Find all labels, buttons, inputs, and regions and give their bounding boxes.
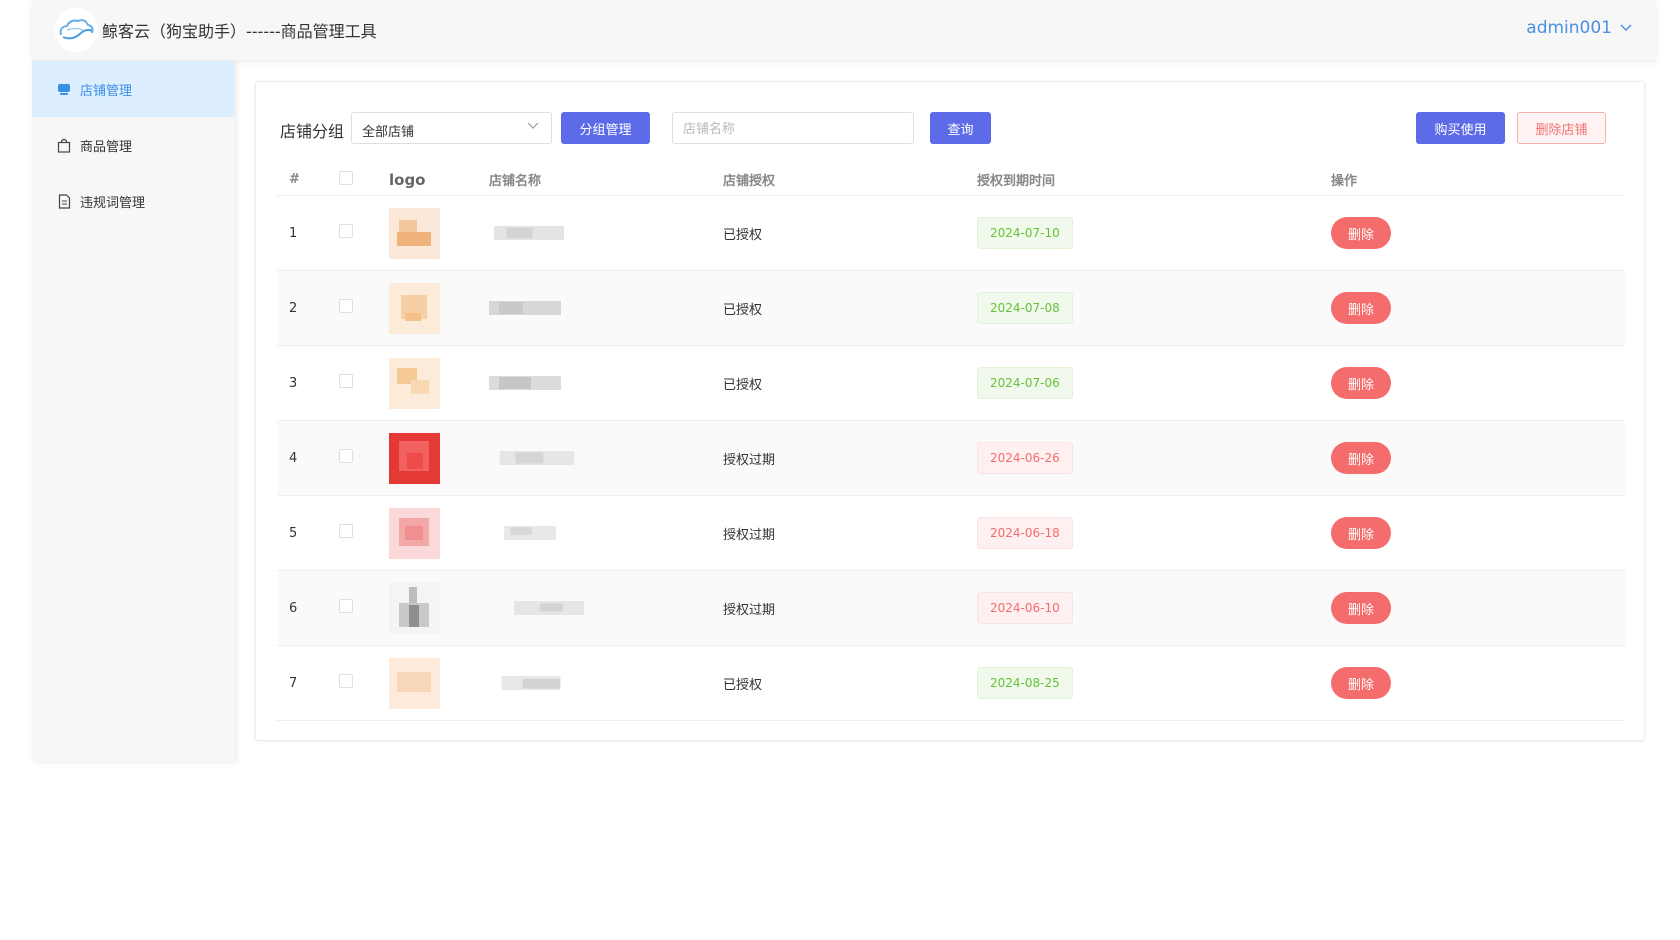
auth-status: 已授权: [723, 677, 763, 693]
expire-date-tag: 2024-07-08: [977, 292, 1073, 324]
shop-table: # logo 店铺名称 店铺授权 授权到期时间 操作 1 已授权 2024-07…: [277, 164, 1625, 721]
shop-name-blurred: [514, 601, 584, 615]
delete-button[interactable]: 删除: [1331, 217, 1391, 249]
shop-name-blurred: [489, 301, 561, 315]
column-header-shop-name: 店铺名称: [489, 174, 542, 189]
table-row: 3 已授权 2024-07-06 删除: [277, 346, 1625, 421]
store-icon: [56, 81, 72, 97]
auth-status: 已授权: [723, 377, 763, 393]
row-index: 6: [289, 600, 298, 616]
row-index: 4: [289, 450, 298, 466]
expire-date-tag: 2024-07-06: [977, 367, 1073, 399]
document-icon: [56, 193, 72, 209]
toolbar: 店铺分组 全部店铺 分组管理 查询 购买使用 删除店铺: [280, 112, 1620, 144]
row-index: 5: [289, 525, 298, 541]
table-row: 7 已授权 2024-08-25 删除: [277, 646, 1625, 721]
delete-shop-button[interactable]: 删除店铺: [1517, 112, 1606, 144]
shop-name-search-input[interactable]: [672, 112, 914, 144]
query-button[interactable]: 查询: [930, 112, 991, 144]
expire-date-tag: 2024-08-25: [977, 667, 1073, 699]
shop-logo-image: [389, 282, 440, 334]
shop-name-blurred: [494, 226, 564, 240]
delete-button[interactable]: 删除: [1331, 667, 1391, 699]
expire-date-tag: 2024-06-26: [977, 442, 1073, 474]
cloud-logo-icon: [59, 19, 94, 40]
shop-logo-image: [389, 357, 440, 409]
delete-button[interactable]: 删除: [1331, 367, 1391, 399]
shopping-bag-icon: [56, 137, 72, 153]
auth-status: 授权过期: [723, 452, 776, 468]
sidebar-item-label: 店铺管理: [80, 83, 133, 99]
group-select[interactable]: 全部店铺: [351, 112, 552, 144]
sidebar-item-store-management[interactable]: 店铺管理: [32, 61, 235, 117]
group-select-value: 全部店铺: [362, 125, 415, 140]
user-menu[interactable]: admin001: [1526, 18, 1632, 38]
row-index: 2: [289, 300, 298, 316]
sidebar-item-product-management[interactable]: 商品管理: [32, 117, 235, 173]
group-label: 店铺分组: [280, 122, 345, 141]
sidebar: 店铺管理 商品管理 违规词管理: [32, 61, 235, 761]
auth-status: 授权过期: [723, 527, 776, 543]
expire-date-tag: 2024-06-10: [977, 592, 1073, 624]
chevron-down-icon: [527, 122, 539, 129]
row-checkbox[interactable]: [339, 374, 353, 388]
row-checkbox[interactable]: [339, 299, 353, 313]
table-header: # logo 店铺名称 店铺授权 授权到期时间 操作: [277, 164, 1625, 196]
row-checkbox[interactable]: [339, 674, 353, 688]
sidebar-item-label: 违规词管理: [80, 195, 146, 211]
buy-button[interactable]: 购买使用: [1416, 112, 1505, 144]
auth-status: 已授权: [723, 227, 763, 243]
shop-name-blurred: [501, 676, 561, 690]
delete-button[interactable]: 删除: [1331, 592, 1391, 624]
shop-logo-image: [389, 657, 440, 709]
table-row: 2 已授权 2024-07-08 删除: [277, 271, 1625, 346]
column-header-select: [339, 170, 389, 189]
column-header-auth: 店铺授权: [723, 174, 776, 189]
delete-button[interactable]: 删除: [1331, 442, 1391, 474]
shop-logo-image: [389, 582, 440, 634]
chevron-down-icon: [1620, 24, 1632, 31]
delete-button[interactable]: 删除: [1331, 292, 1391, 324]
auth-status: 已授权: [723, 302, 763, 318]
table-row: 4 授权过期 2024-06-26 删除: [277, 421, 1625, 496]
auth-status: 授权过期: [723, 602, 776, 618]
table-row: 6 授权过期 2024-06-10 删除: [277, 571, 1625, 646]
main-panel: 店铺分组 全部店铺 分组管理 查询 购买使用 删除店铺 # logo 店铺名称 …: [255, 81, 1645, 741]
column-header-expire: 授权到期时间: [977, 174, 1056, 189]
row-index: 1: [289, 225, 298, 241]
row-checkbox[interactable]: [339, 224, 353, 238]
shop-name-blurred: [503, 526, 557, 540]
shop-name-blurred: [489, 376, 561, 390]
row-index: 3: [289, 375, 298, 391]
column-header-index: #: [289, 172, 300, 187]
shop-logo-image: [389, 507, 440, 559]
column-header-action: 操作: [1331, 174, 1358, 189]
shop-logo-image: [389, 432, 440, 484]
expire-date-tag: 2024-07-10: [977, 217, 1073, 249]
row-checkbox[interactable]: [339, 599, 353, 613]
delete-button[interactable]: 删除: [1331, 517, 1391, 549]
group-manage-button[interactable]: 分组管理: [561, 112, 650, 144]
sidebar-item-label: 商品管理: [80, 139, 133, 155]
table-row: 5 授权过期 2024-06-18 删除: [277, 496, 1625, 571]
username: admin001: [1526, 18, 1612, 38]
app-title: 鲸客云（狗宝助手）------商品管理工具: [102, 22, 377, 41]
row-index: 7: [289, 675, 298, 691]
row-checkbox[interactable]: [339, 524, 353, 538]
shop-name-blurred: [499, 451, 575, 465]
app-logo: [54, 8, 98, 52]
shop-logo-image: [389, 207, 440, 259]
row-checkbox[interactable]: [339, 449, 353, 463]
column-header-logo: logo: [389, 170, 426, 189]
sidebar-item-banned-words[interactable]: 违规词管理: [32, 173, 235, 229]
table-row: 1 已授权 2024-07-10 删除: [277, 196, 1625, 271]
expire-date-tag: 2024-06-18: [977, 517, 1073, 549]
top-header: 鲸客云（狗宝助手）------商品管理工具 admin001: [32, 0, 1656, 60]
select-all-checkbox[interactable]: [339, 170, 353, 185]
